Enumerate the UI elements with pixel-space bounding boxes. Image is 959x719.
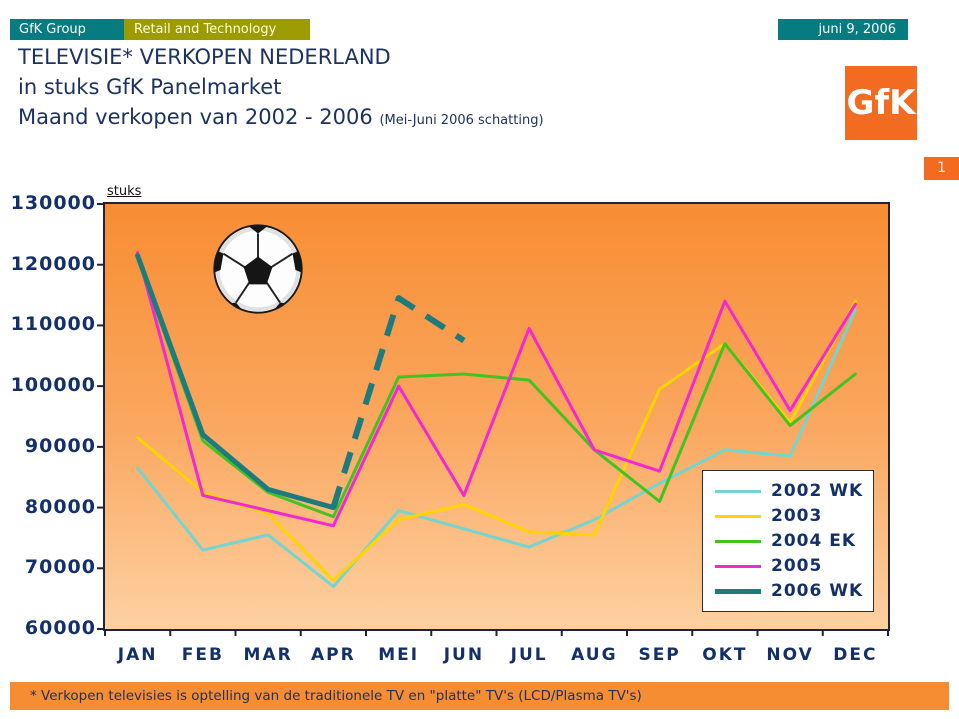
gfk-logo: GfK xyxy=(845,66,917,140)
y-tick-label: 90000 xyxy=(24,434,96,457)
soccer-ball-icon xyxy=(210,221,306,317)
header-spacer xyxy=(310,19,778,40)
x-tick-label: MAR xyxy=(243,645,293,665)
legend-line-sample xyxy=(715,514,761,518)
header-bar: GfK Group Retail and Technology juni 9, … xyxy=(10,19,908,40)
x-tick-label: FEB xyxy=(181,645,224,665)
x-tick-label: DEC xyxy=(833,645,878,665)
y-tick-label: 80000 xyxy=(24,495,96,518)
legend-label: 2002 WK xyxy=(771,481,864,501)
y-tick-label: 60000 xyxy=(24,617,96,639)
line-2002-wk xyxy=(136,308,857,588)
y-tick-label: 120000 xyxy=(10,252,96,275)
legend-item: 2003 xyxy=(715,506,861,526)
header-date: juni 9, 2006 xyxy=(778,19,908,40)
x-tick-label: JAN xyxy=(117,645,158,665)
header-company: GfK Group xyxy=(10,19,124,40)
x-tick-label: NOV xyxy=(766,645,814,665)
footnote: * Verkopen televisies is optelling van d… xyxy=(10,682,949,710)
line-2004-ek xyxy=(136,257,857,519)
x-tick-label: OKT xyxy=(702,645,748,665)
title-line-2: in stuks GfK Panelmarket xyxy=(18,75,282,99)
legend-label: 2006 WK xyxy=(771,581,864,601)
legend-item: 2004 EK xyxy=(715,531,861,551)
title-block: TELEVISIE* VERKOPEN NEDERLAND in stuks G… xyxy=(18,42,544,136)
x-tick-label: JUL xyxy=(510,645,548,665)
header-division: Retail and Technology xyxy=(124,19,310,40)
y-axis-unit-label: stuks xyxy=(107,184,142,199)
legend-label: 2005 xyxy=(771,556,823,576)
legend-line-sample xyxy=(715,539,761,543)
title-note: (Mei-Juni 2006 schatting) xyxy=(379,113,544,128)
legend-item: 2005 xyxy=(715,556,861,576)
chart-lines xyxy=(97,203,889,636)
x-tick-label: JUN xyxy=(443,645,485,665)
x-tick-label: SEP xyxy=(638,645,681,665)
page-number-badge: 1 xyxy=(924,157,959,180)
y-tick-label: 110000 xyxy=(10,313,96,336)
legend-item: 2002 WK xyxy=(715,481,864,501)
line-2006-wk-actual xyxy=(135,253,336,511)
legend-label: 2004 EK xyxy=(771,531,857,551)
y-tick-label: 100000 xyxy=(10,374,96,397)
legend-line-sample xyxy=(715,564,761,568)
legend-item: 2006 WK xyxy=(715,581,864,601)
legend-label: 2003 xyxy=(771,506,823,526)
title-line-3: Maand verkopen van 2002 - 2006 (Mei-Juni… xyxy=(18,102,544,136)
legend-line-sample xyxy=(715,489,761,493)
x-tick-label: MEI xyxy=(378,645,420,665)
x-tick-label: AUG xyxy=(571,645,618,665)
legend-line-sample xyxy=(715,588,761,594)
title-line-3-text: Maand verkopen van 2002 - 2006 xyxy=(18,105,373,129)
y-tick-label: 70000 xyxy=(24,556,96,579)
chart-legend: 2002 WK 2003 2004 EK 2005 2006 WK xyxy=(702,470,874,612)
title-line-1: TELEVISIE* VERKOPEN NEDERLAND xyxy=(18,45,391,69)
y-tick-label: 130000 xyxy=(10,192,96,214)
x-tick-label: APR xyxy=(311,645,356,665)
line-2006-wk-estimate xyxy=(330,295,466,509)
line-2005 xyxy=(136,251,857,528)
